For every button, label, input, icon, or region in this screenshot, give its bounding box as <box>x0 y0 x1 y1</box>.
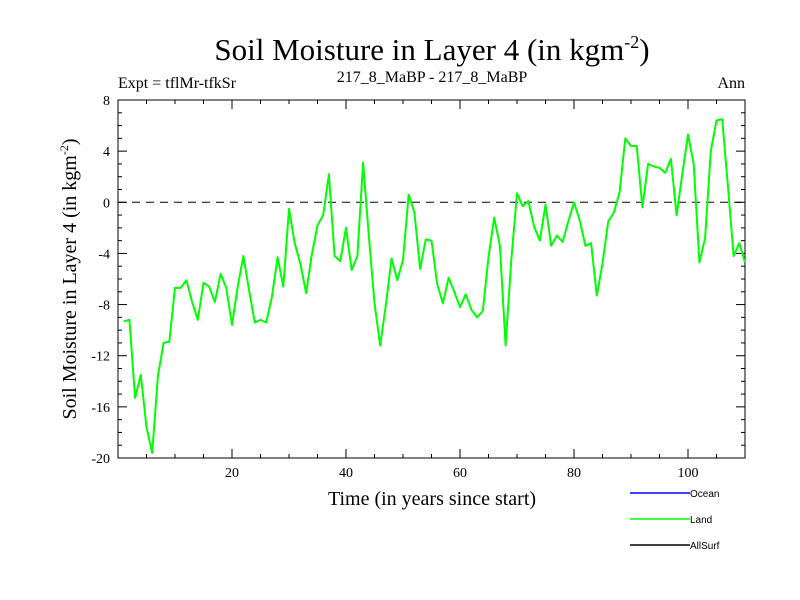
subtitle-center: 217_8_MaBP - 217_8_MaBP <box>337 69 528 86</box>
y-tick-label: -20 <box>91 452 110 467</box>
experiment-label: Expt = tflMr-tfkSr <box>118 75 237 92</box>
y-axis-label: Soil Moisture in Layer 4 (in kgm-2) <box>57 138 81 419</box>
y-tick-labels: -20 -16 -12 -8 -4 0 4 8 <box>91 94 110 467</box>
y-tick-label: -4 <box>98 247 110 262</box>
y-tick-label: 8 <box>103 94 110 109</box>
x-tick-label: 20 <box>225 466 239 481</box>
x-tick-label: 100 <box>678 466 699 481</box>
x-axis-label: Time (in years since start) <box>328 488 536 510</box>
y-tick-label: 0 <box>103 196 110 211</box>
legend-label-ocean: Ocean <box>690 489 719 500</box>
x-tick-label: 80 <box>567 466 581 481</box>
legend-label-allsurf: AllSurf <box>690 541 720 552</box>
x-tick-label: 60 <box>453 466 467 481</box>
axis-ticks <box>118 99 745 459</box>
legend-label-land: Land <box>690 515 712 526</box>
plot-frame <box>117 99 746 459</box>
chart-title: Soil Moisture in Layer 4 (in kgm-2) <box>214 32 649 67</box>
season-label: Ann <box>717 75 745 92</box>
y-tick-label: -12 <box>91 350 110 365</box>
legend: Ocean Land AllSurf <box>630 489 720 552</box>
series-line-land <box>123 118 746 454</box>
y-tick-label: -16 <box>91 401 110 416</box>
x-tick-labels: 20 40 60 80 100 <box>225 466 699 481</box>
series-group <box>123 118 746 454</box>
y-tick-label: -8 <box>98 299 110 314</box>
y-tick-label: 4 <box>103 145 110 160</box>
x-tick-label: 40 <box>339 466 353 481</box>
